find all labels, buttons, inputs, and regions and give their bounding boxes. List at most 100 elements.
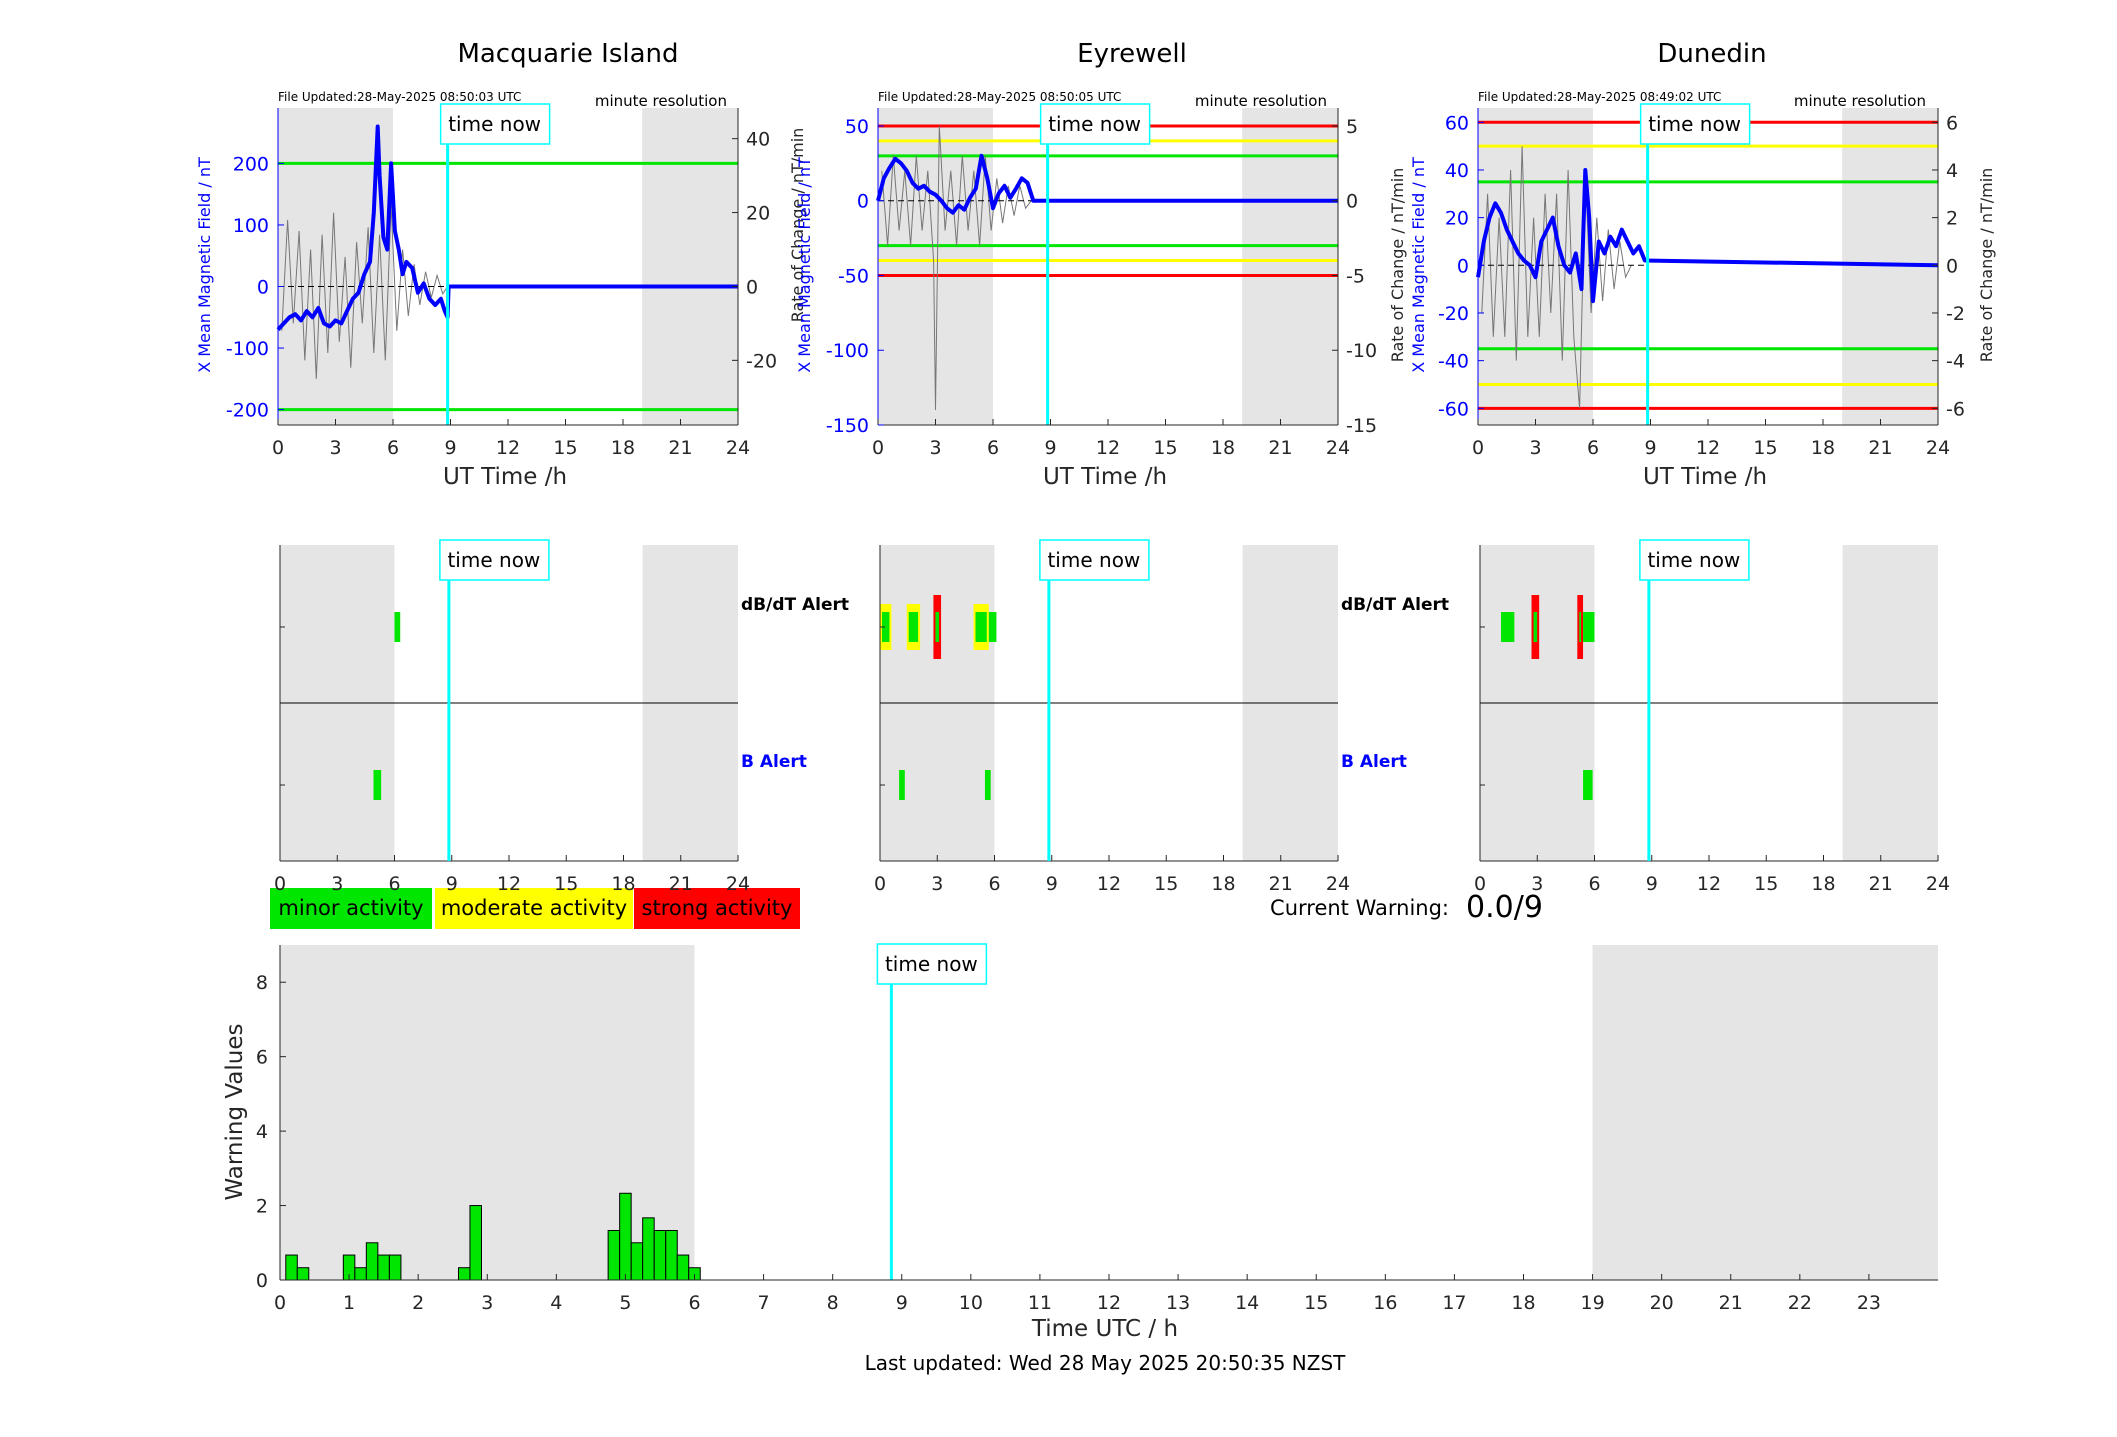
x-tick-label-mqi-15: 15 — [553, 437, 577, 459]
y-tick-label-eyr--150: -150 — [826, 415, 869, 437]
b-alert-mqi-0 — [373, 770, 382, 800]
x-tick-label-dun-6: 6 — [1587, 437, 1599, 459]
warning-bar-11 — [630, 1242, 644, 1281]
y2-tick-label-eyr--5: -5 — [1346, 265, 1365, 287]
warning-bar-5 — [377, 1254, 390, 1281]
x-tick-label-dun-21: 21 — [1868, 437, 1892, 459]
alert-x-tick-label-dun-21: 21 — [1869, 873, 1893, 895]
alert-time-now-mqi-box — [439, 539, 550, 581]
alert-x-tick-label-dun-3: 3 — [1531, 873, 1543, 895]
x-tick-label-dun-3: 3 — [1529, 437, 1541, 459]
legend-minor-label: minor activity — [278, 896, 423, 920]
dbdt-alert-core-eyr-moderate-2 — [975, 612, 987, 642]
time-now-mqi-box — [439, 103, 551, 145]
alert-x-tick-label-eyr-24: 24 — [1326, 873, 1350, 895]
y-tick-label-mqi-200: 200 — [233, 153, 269, 175]
last-updated: Last updated: Wed 28 May 2025 20:50:35 N… — [865, 1351, 1347, 1375]
x-tick-label-dun-18: 18 — [1811, 437, 1835, 459]
y-axis-title-rate-mqi: Rate of Change / nT/min — [788, 128, 807, 323]
legend-minor-swatch — [270, 888, 432, 929]
alert-x-tick-label-mqi-15: 15 — [554, 873, 578, 895]
y2-tick-label-dun-2: 2 — [1946, 208, 1958, 230]
b-alert-eyr-1 — [984, 770, 991, 800]
y-tick-label-mqi--200: -200 — [226, 400, 269, 422]
alert-x-tick-label-mqi-24: 24 — [726, 873, 750, 895]
warning-y-tick-label-8: 8 — [256, 972, 268, 994]
alert-x-tick-label-eyr-21: 21 — [1269, 873, 1293, 895]
alert-x-tick-label-eyr-12: 12 — [1097, 873, 1121, 895]
warning-time-now-box — [876, 943, 988, 985]
x-tick-label-eyr-24: 24 — [1326, 437, 1350, 459]
warning-bar-4 — [365, 1242, 379, 1281]
warning-x-axis-title: Time UTC / h — [1031, 1316, 1178, 1342]
legend-strong-label: strong activity — [642, 896, 793, 920]
warning-x-tick-label-11: 11 — [1028, 1292, 1052, 1314]
time-now-eyr-label: time now — [1048, 112, 1141, 136]
alert-x-tick-label-dun-18: 18 — [1811, 873, 1835, 895]
alert-x-tick-label-mqi-0: 0 — [274, 873, 286, 895]
current-warning-value: 0.0/9 — [1466, 890, 1543, 925]
warning-bar-8 — [469, 1205, 482, 1281]
x-tick-label-mqi-6: 6 — [387, 437, 399, 459]
field-series-dun — [1476, 168, 1939, 304]
time-now-eyr-box — [1039, 103, 1151, 145]
x-tick-label-mqi-9: 9 — [444, 437, 456, 459]
legend-strong-swatch — [634, 888, 800, 929]
alert-time-now-eyr-box — [1039, 539, 1150, 581]
station-title-dun: Dunedin — [1657, 39, 1766, 69]
y-axis-title-field-eyr: X Mean Magnetic Field / nT — [795, 157, 814, 373]
warning-x-tick-label-8: 8 — [827, 1292, 839, 1314]
warning-x-tick-label-0: 0 — [274, 1292, 286, 1314]
warning-x-tick-label-4: 4 — [550, 1292, 562, 1314]
warning-x-tick-label-9: 9 — [896, 1292, 908, 1314]
alert-x-tick-label-eyr-18: 18 — [1211, 873, 1235, 895]
y-tick-label-dun-20: 20 — [1445, 208, 1469, 230]
warning-shade-0 — [280, 945, 695, 1280]
x-axis-title-dun: UT Time /h — [1643, 464, 1767, 490]
y2-tick-label-dun-4: 4 — [1946, 160, 1958, 182]
y2-tick-label-dun-6: 6 — [1946, 112, 1958, 134]
y-tick-label-mqi-0: 0 — [257, 277, 269, 299]
y2-tick-label-mqi-20: 20 — [746, 203, 770, 225]
y-tick-label-eyr-0: 0 — [857, 191, 869, 213]
dbdt-alert-mqi-minor-0 — [394, 612, 401, 642]
y-tick-label-eyr--50: -50 — [838, 265, 869, 287]
y-tick-label-eyr-50: 50 — [845, 116, 869, 138]
b-alert-eyr-0 — [899, 770, 905, 800]
b-alert-label-1: B Alert — [741, 752, 807, 772]
dbdt-alert-core-eyr-moderate-0 — [882, 612, 890, 642]
warning-x-tick-label-22: 22 — [1788, 1292, 1812, 1314]
alert-x-tick-label-dun-0: 0 — [1474, 873, 1486, 895]
dbdt-alert-dun-minor-0 — [1500, 612, 1515, 642]
dbdt-alert-dun-minor-1 — [1583, 612, 1595, 642]
y-axis-title-rate-eyr: Rate of Change / nT/min — [1388, 168, 1407, 363]
warning-bar-12 — [642, 1217, 655, 1281]
y-axis-title-field-dun: X Mean Magnetic Field / nT — [1409, 157, 1428, 373]
warning-x-tick-label-14: 14 — [1235, 1292, 1259, 1314]
y-tick-label-dun-60: 60 — [1445, 112, 1469, 134]
warning-x-tick-label-10: 10 — [959, 1292, 983, 1314]
dbdt-alert-eyr-minor-0 — [988, 612, 997, 642]
alert-x-tick-label-dun-24: 24 — [1926, 873, 1950, 895]
alert-x-tick-label-dun-15: 15 — [1754, 873, 1778, 895]
warning-y-tick-label-4: 4 — [256, 1121, 268, 1143]
resolution-dun: minute resolution — [1794, 92, 1926, 110]
y-tick-label-dun-0: 0 — [1457, 255, 1469, 277]
warning-bar-15 — [676, 1254, 690, 1281]
alert-x-tick-label-eyr-15: 15 — [1154, 873, 1178, 895]
warning-x-tick-label-20: 20 — [1650, 1292, 1674, 1314]
shade-mqi-1 — [642, 108, 738, 425]
y-tick-label-eyr--100: -100 — [826, 340, 869, 362]
y2-tick-label-mqi--20: -20 — [746, 350, 777, 372]
alert-x-tick-label-dun-6: 6 — [1588, 873, 1600, 895]
x-tick-label-eyr-12: 12 — [1096, 437, 1120, 459]
y2-tick-label-eyr--10: -10 — [1346, 340, 1377, 362]
warning-bar-14 — [665, 1229, 678, 1281]
legend-moderate-label: moderate activity — [441, 896, 627, 920]
y-tick-label-dun--20: -20 — [1438, 303, 1469, 325]
x-tick-label-mqi-0: 0 — [272, 437, 284, 459]
shade-eyr-1 — [1242, 108, 1338, 425]
warning-x-tick-label-19: 19 — [1580, 1292, 1604, 1314]
station-title-mqi: Macquarie Island — [457, 39, 678, 69]
warning-x-tick-label-7: 7 — [758, 1292, 770, 1314]
